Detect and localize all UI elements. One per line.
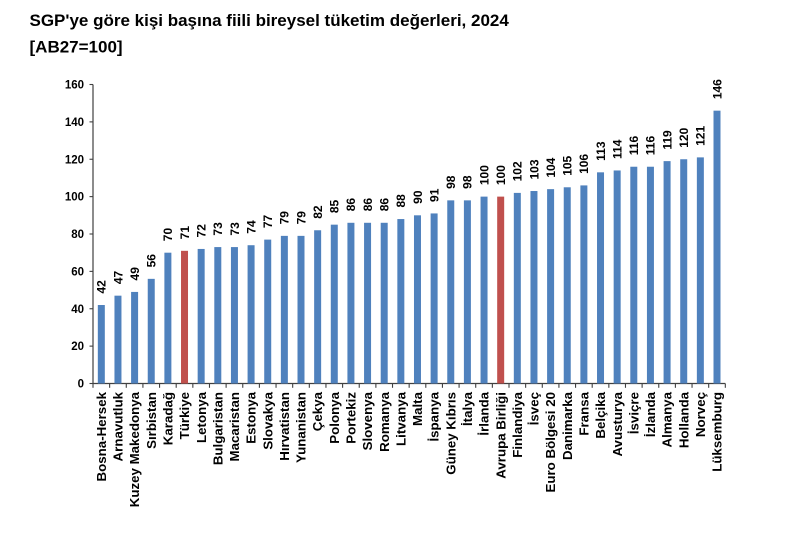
svg-text:98: 98 [444,175,458,189]
svg-text:Bulgaristan: Bulgaristan [210,392,225,465]
svg-text:Hırvatistan: Hırvatistan [277,392,292,461]
svg-text:88: 88 [394,194,408,208]
svg-text:Finlandiya: Finlandiya [510,391,525,457]
svg-text:100: 100 [477,165,491,185]
svg-text:Malta: Malta [410,391,425,426]
svg-text:Karadağ: Karadağ [160,392,175,445]
svg-text:114: 114 [610,139,624,159]
svg-text:82: 82 [311,205,325,219]
svg-text:160: 160 [65,80,84,92]
svg-text:Estonya: Estonya [244,391,259,443]
svg-text:79: 79 [278,211,292,225]
svg-text:Kuzey Makedonya: Kuzey Makedonya [127,391,142,507]
svg-text:103: 103 [527,159,541,179]
svg-text:102: 102 [511,161,525,181]
svg-text:73: 73 [228,222,242,236]
svg-text:98: 98 [461,175,475,189]
svg-text:119: 119 [660,130,674,150]
svg-text:İsveç: İsveç [527,392,542,425]
svg-text:80: 80 [71,229,84,241]
svg-text:146: 146 [710,79,724,99]
svg-text:Yunanistan: Yunanistan [294,392,309,463]
svg-text:72: 72 [194,224,208,238]
svg-text:70: 70 [161,228,175,242]
svg-text:106: 106 [577,154,591,174]
svg-text:Litvanya: Litvanya [393,391,408,446]
svg-text:20: 20 [71,341,84,353]
svg-text:Romanya: Romanya [377,391,392,451]
svg-text:Güney Kıbrıs: Güney Kıbrıs [443,392,458,475]
svg-text:74: 74 [244,220,258,234]
svg-text:Letonya: Letonya [194,391,209,443]
svg-text:Portekiz: Portekiz [344,392,359,444]
svg-text:86: 86 [344,198,358,212]
svg-text:100: 100 [494,165,508,185]
svg-text:Avrupa Birliği: Avrupa Birliği [493,392,508,479]
svg-text:113: 113 [594,141,608,161]
svg-text:Euro Bölgesi 20: Euro Bölgesi 20 [543,392,558,493]
svg-text:60: 60 [71,266,84,278]
svg-text:Çekya: Çekya [310,391,325,431]
svg-text:140: 140 [65,117,84,129]
svg-text:100: 100 [65,192,84,204]
svg-text:0: 0 [78,379,84,391]
svg-text:56: 56 [145,254,159,268]
svg-text:42: 42 [95,280,109,294]
svg-text:SGP'ye göre kişi başına fiili: SGP'ye göre kişi başına fiili bireysel t… [30,11,510,30]
svg-text:104: 104 [544,157,558,177]
svg-text:Danimarka: Danimarka [560,391,575,460]
svg-text:[AB27=100]: [AB27=100] [30,38,123,57]
svg-text:85: 85 [328,199,342,213]
svg-text:121: 121 [694,126,708,146]
svg-text:73: 73 [211,222,225,236]
svg-text:İsviçre: İsviçre [626,392,641,434]
svg-text:İrlanda: İrlanda [477,391,492,435]
svg-text:86: 86 [378,198,392,212]
svg-text:Bosna-Hersek: Bosna-Hersek [94,391,109,481]
svg-text:Arnavutluk: Arnavutluk [111,391,126,461]
svg-text:86: 86 [361,198,375,212]
svg-text:Türkiye: Türkiye [177,392,192,439]
svg-text:47: 47 [111,270,125,284]
svg-text:Sırbistan: Sırbistan [144,392,159,449]
svg-text:40: 40 [71,304,84,316]
svg-text:Polonya: Polonya [327,391,342,443]
svg-text:Fransa: Fransa [576,391,591,435]
svg-text:71: 71 [178,226,192,240]
svg-text:İzlanda: İzlanda [643,391,658,437]
svg-text:116: 116 [644,136,658,156]
svg-text:İtalya: İtalya [460,391,475,426]
svg-text:İspanya: İspanya [427,391,442,441]
svg-text:77: 77 [261,214,275,228]
svg-text:49: 49 [128,267,142,281]
svg-text:Avusturya: Avusturya [610,391,625,456]
svg-text:120: 120 [677,127,691,147]
svg-text:Almanya: Almanya [660,391,675,447]
svg-text:Belçika: Belçika [593,391,608,438]
svg-text:91: 91 [427,188,441,202]
svg-text:90: 90 [411,190,425,204]
svg-text:Hollanda: Hollanda [676,391,691,448]
svg-text:79: 79 [294,211,308,225]
svg-text:Macaristan: Macaristan [227,392,242,461]
svg-text:Lüksemburg: Lüksemburg [710,392,725,472]
svg-text:Slovenya: Slovenya [360,391,375,450]
svg-text:120: 120 [65,154,84,166]
svg-text:116: 116 [627,136,641,156]
svg-text:Norveç: Norveç [693,392,708,437]
svg-text:105: 105 [561,155,575,175]
svg-text:Slovakya: Slovakya [260,391,275,449]
